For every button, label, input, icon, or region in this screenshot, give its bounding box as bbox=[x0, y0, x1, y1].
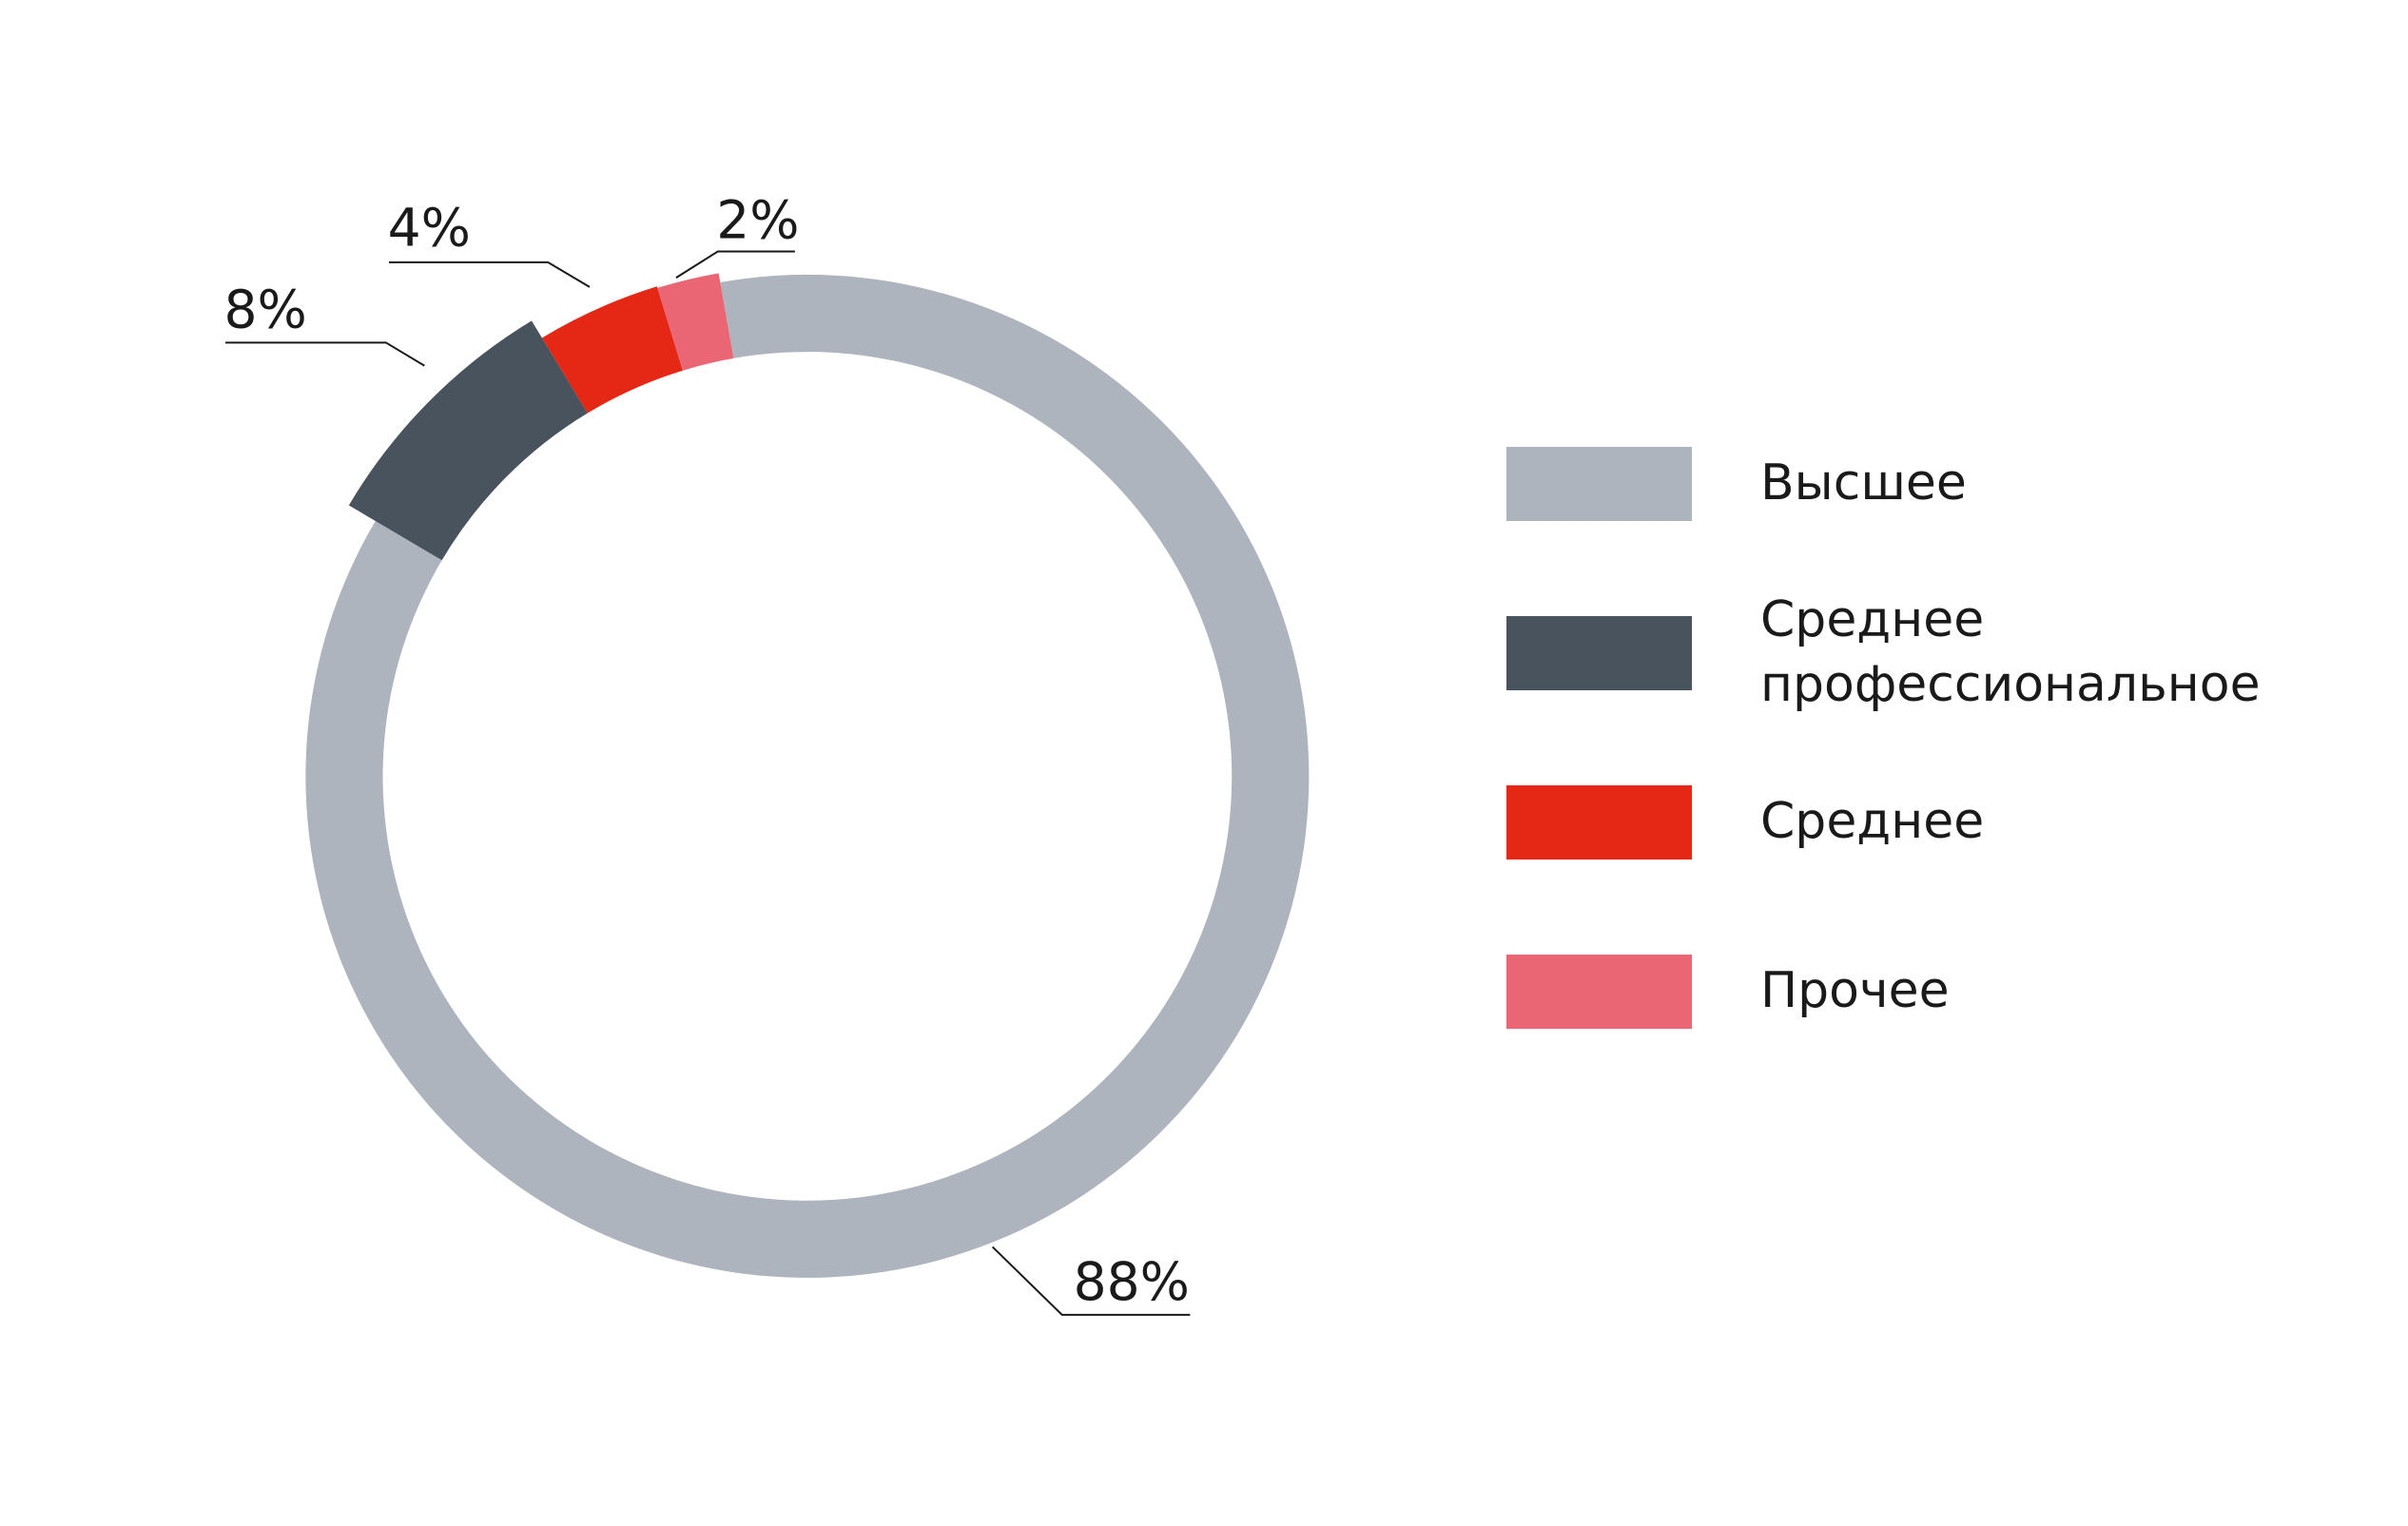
legend: Высшее Среднее профессиональное Среднее Про… bbox=[1506, 399, 2293, 1076]
legend-swatch bbox=[1506, 955, 1692, 1029]
value-label: 2% bbox=[716, 189, 799, 250]
donut-segment bbox=[348, 320, 588, 561]
legend-swatch bbox=[1506, 616, 1692, 690]
leader-line bbox=[991, 1246, 1191, 1316]
legend-item: Среднее bbox=[1506, 738, 2293, 907]
legend-label: Среднее профессиональное bbox=[1760, 591, 2261, 713]
legend-label: Высшее bbox=[1760, 454, 1967, 512]
legend-label: Среднее bbox=[1760, 793, 1985, 851]
donut-segment bbox=[657, 273, 734, 371]
legend-item: Среднее профессиональное bbox=[1506, 569, 2293, 738]
value-label: 88% bbox=[1074, 1251, 1190, 1312]
legend-swatch bbox=[1506, 447, 1692, 521]
leader-line bbox=[389, 261, 591, 288]
leader-line bbox=[224, 341, 425, 367]
legend-item: Высшее bbox=[1506, 399, 2293, 569]
legend-item: Прочее bbox=[1506, 907, 2293, 1076]
value-label: 8% bbox=[224, 280, 307, 340]
legend-swatch bbox=[1506, 785, 1692, 860]
legend-label: Прочее bbox=[1760, 962, 1950, 1020]
donut-segment bbox=[541, 286, 683, 414]
value-label: 4% bbox=[388, 198, 471, 259]
leader-line bbox=[675, 250, 795, 280]
